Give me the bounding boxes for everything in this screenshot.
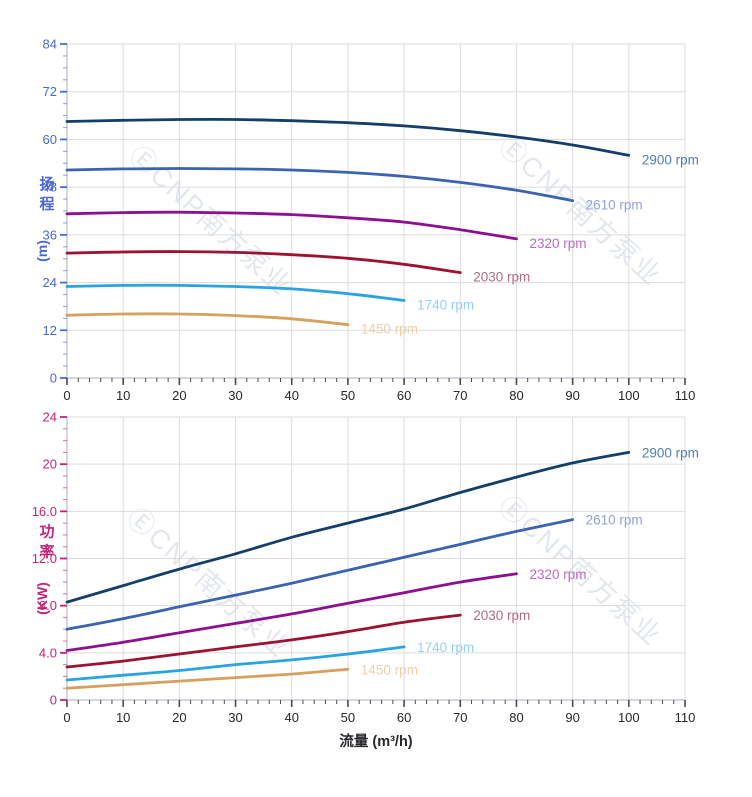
y-tick-label: 36 <box>43 227 57 242</box>
curve-1740-rpm <box>65 283 406 302</box>
y-tick-label: 48 <box>43 180 57 195</box>
x-tick-label: 30 <box>228 710 242 725</box>
x-tick-label: 90 <box>565 388 579 403</box>
curve-2610-rpm <box>65 167 574 203</box>
x-tick-label: 0 <box>63 710 70 725</box>
rpm-label-2610-rpm: 2610 rpm <box>586 198 643 213</box>
x-tick-label: 20 <box>172 710 186 725</box>
x-tick-label: 60 <box>397 710 411 725</box>
curve-1740-rpm <box>65 645 406 682</box>
y-tick-label: 24 <box>43 410 57 425</box>
y-tick-label: 4.0 <box>39 645 57 660</box>
x-tick-label: 40 <box>284 388 298 403</box>
x-tick-label: 100 <box>618 710 640 725</box>
rpm-label-2030-rpm: 2030 rpm <box>473 608 530 623</box>
y-tick-label: 12.0 <box>32 551 57 566</box>
rpm-label-2610-rpm: 2610 rpm <box>586 513 643 528</box>
rpm-label-1450-rpm: 1450 rpm <box>361 662 418 677</box>
rpm-label-2030-rpm: 2030 rpm <box>473 270 530 285</box>
x-tick-label: 100 <box>618 388 640 403</box>
y-tick-label: 8.0 <box>39 598 57 613</box>
x-tick-label: 70 <box>453 710 467 725</box>
rpm-label-1740-rpm: 1740 rpm <box>417 297 474 312</box>
x-tick-label: 60 <box>397 388 411 403</box>
x-tick-label: 10 <box>116 710 130 725</box>
rpm-label-2320-rpm: 2320 rpm <box>529 236 586 251</box>
x-tick-label: 20 <box>172 388 186 403</box>
y-tick-label: 24 <box>43 275 57 290</box>
curve-1450-rpm <box>65 312 350 327</box>
x-tick-label: 50 <box>341 710 355 725</box>
x-tick-label: 30 <box>228 388 242 403</box>
y-axis-title: 功 <box>39 524 54 541</box>
curve-1450-rpm <box>65 667 350 690</box>
x-tick-label: 40 <box>284 710 298 725</box>
rpm-label-2900-rpm: 2900 rpm <box>642 152 699 167</box>
y-axis-title: 率 <box>39 543 54 561</box>
x-axis-title: 流量 (m³/h) <box>339 732 412 750</box>
x-tick-label: 80 <box>509 388 523 403</box>
x-tick-label: 110 <box>675 388 696 403</box>
y-tick-label: 60 <box>43 132 57 147</box>
curve-2320-rpm <box>65 572 518 652</box>
x-tick-label: 90 <box>565 710 579 725</box>
curve-2610-rpm <box>65 518 574 631</box>
x-tick-label: 0 <box>63 388 70 403</box>
x-tick-label: 110 <box>675 710 696 725</box>
curve-2900-rpm <box>65 117 631 157</box>
curve-2900-rpm <box>65 451 631 604</box>
curve-2030-rpm <box>65 250 462 274</box>
head-chart: 0 12 24 36 48 60 72 84 0 10 20 30 40 50 60 70 80 90 100 110… <box>34 37 699 404</box>
y-tick-label: 0 <box>50 693 57 708</box>
y-tick-label: 12 <box>43 323 57 338</box>
rpm-label-2900-rpm: 2900 rpm <box>642 445 699 460</box>
y-tick-label: 20 <box>43 457 57 472</box>
curve-2030-rpm <box>65 613 462 669</box>
rpm-label-2320-rpm: 2320 rpm <box>529 567 586 582</box>
y-tick-label: 72 <box>43 84 57 99</box>
x-tick-label: 10 <box>116 388 130 403</box>
curve-2320-rpm <box>65 210 518 241</box>
x-tick-label: 70 <box>453 388 467 403</box>
y-axis-title: 程 <box>39 196 54 213</box>
rpm-label-1740-rpm: 1740 rpm <box>417 640 474 655</box>
y-tick-label: 16.0 <box>32 504 57 519</box>
y-axis-title: 扬 <box>39 175 54 193</box>
y-axis-unit: (m) <box>34 240 50 262</box>
rpm-label-1450-rpm: 1450 rpm <box>361 322 418 337</box>
y-tick-label: 84 <box>43 37 57 52</box>
y-tick-label: 0 <box>50 371 57 386</box>
power-chart: 0 4.0 8.0 12.0 16.0 20 24 0 10 20 30 40 50 60 70 80 90 10… <box>32 410 699 726</box>
y-axis-unit: (KW) <box>34 582 50 615</box>
x-tick-label: 80 <box>509 710 523 725</box>
x-tick-label: 50 <box>341 388 355 403</box>
